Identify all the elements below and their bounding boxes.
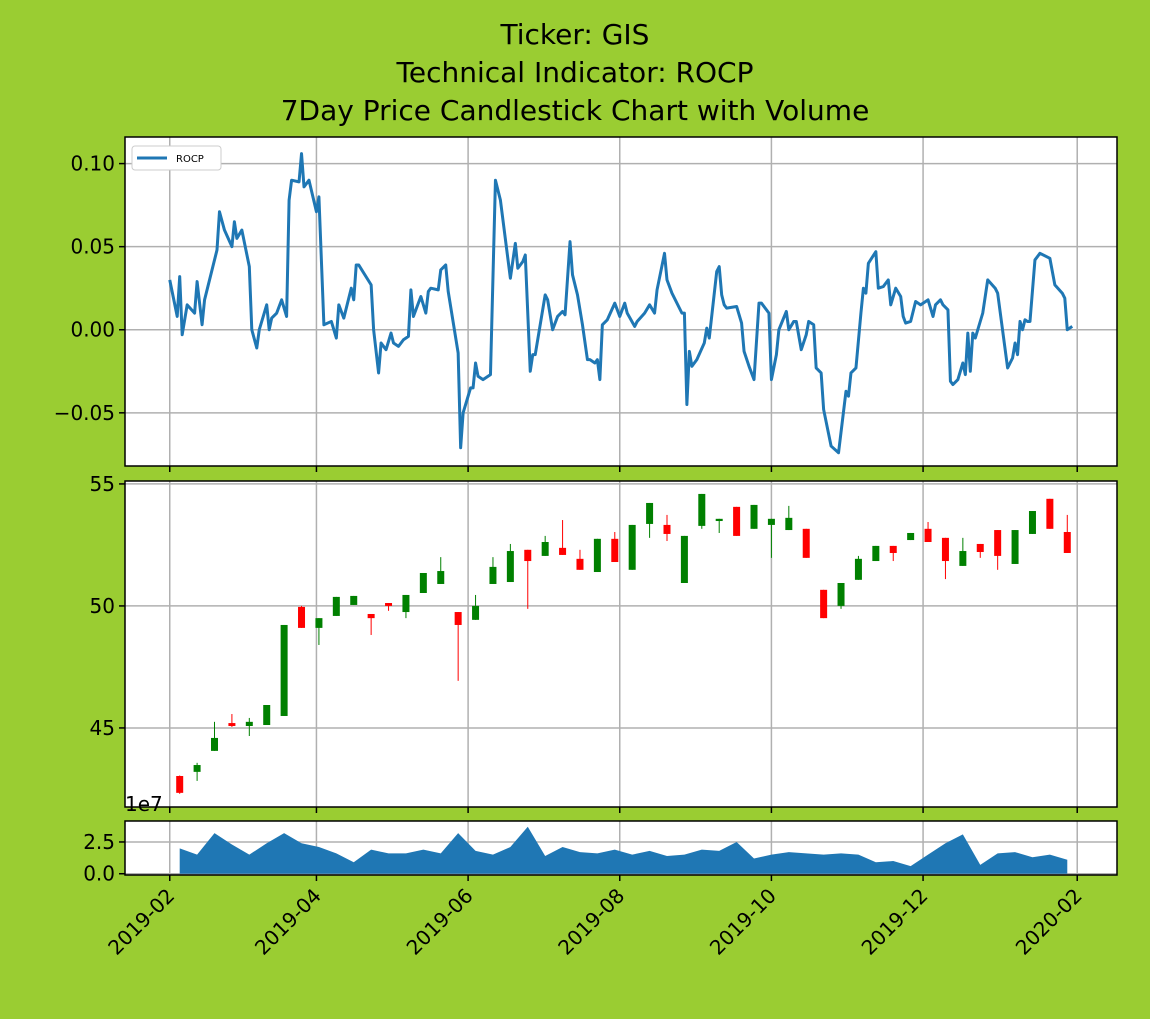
- candle-body: [1046, 498, 1054, 529]
- candle-body: [176, 776, 184, 793]
- candle-body: [802, 528, 810, 558]
- plot-area: [125, 137, 1117, 466]
- x-tick-label: 2019-08: [553, 884, 629, 960]
- candle-body: [767, 518, 775, 525]
- candle-body: [941, 537, 949, 562]
- candle-body: [611, 538, 619, 563]
- candle-body: [663, 524, 671, 534]
- candle-body: [402, 594, 410, 613]
- candle-body: [541, 542, 549, 556]
- y-tick-label: 0.0: [83, 862, 115, 886]
- candle-body: [576, 558, 584, 570]
- candle-body: [454, 612, 462, 625]
- x-tick-label: 2019-12: [857, 884, 933, 960]
- candle-body: [332, 596, 340, 616]
- x-tick-label: 2019-04: [250, 884, 326, 960]
- candle-body: [733, 506, 741, 536]
- candle-body: [506, 551, 514, 583]
- candle-body: [715, 518, 723, 522]
- candle-body: [976, 543, 984, 553]
- candle-body: [785, 517, 793, 531]
- candle-body: [472, 605, 480, 620]
- y-tick-label: 0.00: [70, 318, 115, 342]
- candle-body: [419, 572, 427, 594]
- x-tick-label: 2019-02: [103, 884, 179, 960]
- candle-body: [924, 528, 932, 543]
- candle-body: [1028, 511, 1036, 534]
- y-tick-label: 2.5: [83, 830, 115, 854]
- y-tick-label: 0.10: [70, 152, 115, 176]
- y-tick-label: 55: [90, 472, 115, 496]
- candle-body: [489, 566, 497, 584]
- candle-body: [837, 582, 845, 606]
- candle-body: [315, 618, 323, 628]
- candle-body: [193, 765, 201, 772]
- candle-body: [593, 538, 601, 573]
- candle-body: [245, 721, 253, 726]
- candle-body: [437, 571, 445, 584]
- candle-body: [646, 502, 654, 524]
- candle-body: [1011, 530, 1019, 564]
- candle-body: [367, 613, 375, 619]
- plot-area: [179, 826, 1068, 874]
- y-tick-label: 45: [90, 716, 115, 740]
- y-tick-label: 0.05: [70, 235, 115, 259]
- chart-title: Ticker: GIS Technical Indicator: ROCP 7D…: [280, 18, 870, 127]
- x-tick-label: 2020-02: [1011, 884, 1087, 960]
- candle-body: [211, 737, 219, 751]
- candle-body: [280, 624, 288, 716]
- legend-box: [131, 145, 222, 171]
- candle-body: [1063, 531, 1071, 553]
- candle-body: [820, 589, 828, 619]
- plot-line: [168, 152, 1074, 455]
- y-tick-label: −0.05: [54, 401, 115, 425]
- candle-body: [228, 723, 236, 726]
- candle-body: [559, 547, 567, 555]
- line-series: [168, 152, 1074, 455]
- candle-body: [994, 530, 1002, 556]
- candle-body: [680, 535, 688, 583]
- candle-body: [854, 558, 862, 580]
- x-tick-label: 2019-10: [705, 884, 781, 960]
- plot-area: [125, 481, 1117, 807]
- plot-frame: [124, 136, 1118, 467]
- candle-body: [350, 595, 358, 605]
- area-series: [179, 826, 1068, 874]
- candle-body: [385, 603, 393, 606]
- candle-body: [628, 524, 636, 570]
- candle-body: [907, 532, 915, 541]
- legend-label: ROCP: [176, 154, 204, 165]
- x-tick-label: 2019-06: [402, 884, 478, 960]
- candle-body: [298, 606, 306, 628]
- y-tick-label: 50: [90, 594, 115, 618]
- candle-body: [959, 551, 967, 566]
- candle-body: [263, 705, 271, 726]
- candle-body: [889, 545, 897, 553]
- candle-body: [698, 493, 706, 526]
- plot-frame: [124, 480, 1118, 808]
- candle-body: [750, 504, 758, 529]
- offset-label: 1e7: [125, 792, 163, 816]
- candle-body: [524, 549, 532, 562]
- plot-candlestick: [176, 493, 1071, 794]
- plot-frame: [124, 820, 1118, 876]
- candle-body: [872, 545, 880, 562]
